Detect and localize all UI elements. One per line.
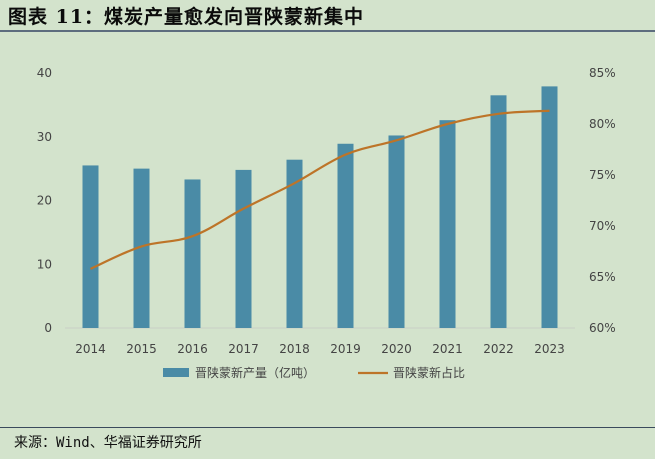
right-tick-label: 75% [589, 168, 616, 182]
right-tick-label: 70% [589, 219, 616, 233]
x-tick-label: 2017 [228, 342, 259, 356]
x-axis-ticks: 2014 2015 2016 2017 2018 2019 2020 2021 2022 2023 [75, 342, 565, 356]
left-tick-label: 20 [37, 194, 52, 208]
left-tick-label: 0 [44, 321, 52, 335]
chart-title: 图表 11：煤炭产量愈发向晋陕蒙新集中 [8, 6, 365, 28]
x-tick-label: 2015 [126, 342, 157, 356]
right-tick-label: 65% [589, 270, 616, 284]
x-tick-label: 2021 [432, 342, 463, 356]
left-tick-label: 30 [37, 130, 52, 144]
bar [337, 143, 354, 328]
left-tick-label: 10 [37, 257, 52, 271]
legend-label-line: 晋陕蒙新占比 [393, 365, 465, 380]
source-note: 来源：Wind、华福证券研究所 [14, 435, 202, 451]
legend: 晋陕蒙新产量（亿吨） 晋陕蒙新占比 [163, 365, 465, 380]
title-divider [0, 30, 655, 32]
right-tick-label: 60% [589, 321, 616, 335]
bar [490, 95, 507, 328]
footer-divider [0, 427, 655, 428]
bar [235, 169, 252, 328]
bar [388, 135, 405, 328]
left-tick-label: 40 [37, 66, 52, 80]
legend-label-bar: 晋陕蒙新产量（亿吨） [195, 365, 315, 380]
legend-swatch-bar [163, 368, 189, 377]
bar [286, 159, 303, 328]
bar [82, 165, 99, 328]
x-tick-label: 2014 [75, 342, 106, 356]
bar [184, 179, 201, 328]
x-tick-label: 2023 [534, 342, 565, 356]
right-tick-label: 85% [589, 66, 616, 80]
x-tick-label: 2019 [330, 342, 361, 356]
bar-series [82, 86, 558, 328]
left-axis-ticks: 0 10 20 30 40 [37, 66, 52, 335]
x-tick-label: 2018 [279, 342, 310, 356]
x-tick-label: 2022 [483, 342, 514, 356]
bar [541, 86, 558, 328]
bar [133, 168, 150, 328]
right-axis-ticks: 60% 65% 70% 75% 80% 85% [589, 66, 616, 335]
x-tick-label: 2016 [177, 342, 208, 356]
x-tick-label: 2020 [381, 342, 412, 356]
share-line [90, 109, 550, 270]
right-tick-label: 80% [589, 117, 616, 131]
bar [439, 120, 456, 328]
